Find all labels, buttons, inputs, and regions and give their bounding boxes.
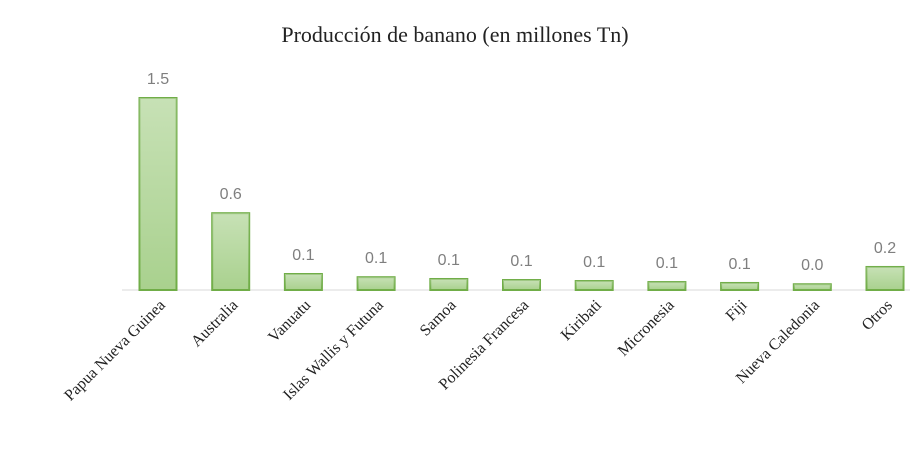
x-tick-label: Fiji xyxy=(723,296,751,324)
bar-shade xyxy=(430,278,468,290)
x-tick-label: Australia xyxy=(188,297,241,350)
x-tick-label: Kiribati xyxy=(558,296,606,344)
value-label: 0.2 xyxy=(874,240,896,257)
bar-shade xyxy=(866,266,904,290)
value-label: 0.1 xyxy=(656,255,678,272)
bar-shade xyxy=(648,282,686,290)
bar-shade xyxy=(503,280,540,290)
bar-shade xyxy=(721,282,759,290)
value-label: 0.1 xyxy=(510,253,532,270)
value-label: 0.1 xyxy=(365,250,387,267)
bar-shade xyxy=(212,213,250,290)
bar-shade xyxy=(575,281,613,290)
value-label: 0.1 xyxy=(292,247,314,264)
bar-shade xyxy=(357,277,395,290)
x-tick-label: Otros xyxy=(859,297,896,334)
x-tick-label: Papua Nueva Guinea xyxy=(61,297,169,405)
x-tick-label: Vanuatu xyxy=(265,297,314,346)
value-label: 0.1 xyxy=(583,254,605,271)
value-label: 0.1 xyxy=(438,252,460,269)
bar-shade xyxy=(793,284,831,290)
bar-shade xyxy=(284,274,322,290)
x-tick-label: Micronesia xyxy=(615,297,678,360)
value-label: 1.5 xyxy=(147,71,169,88)
chart-title: Producción de banano (en millones Tn) xyxy=(281,22,628,47)
value-label: 0.6 xyxy=(220,186,242,203)
value-label: 0.0 xyxy=(801,257,823,274)
value-label: 0.1 xyxy=(728,256,750,273)
bar-shade xyxy=(139,98,177,290)
x-tick-label: Samoa xyxy=(417,297,460,340)
